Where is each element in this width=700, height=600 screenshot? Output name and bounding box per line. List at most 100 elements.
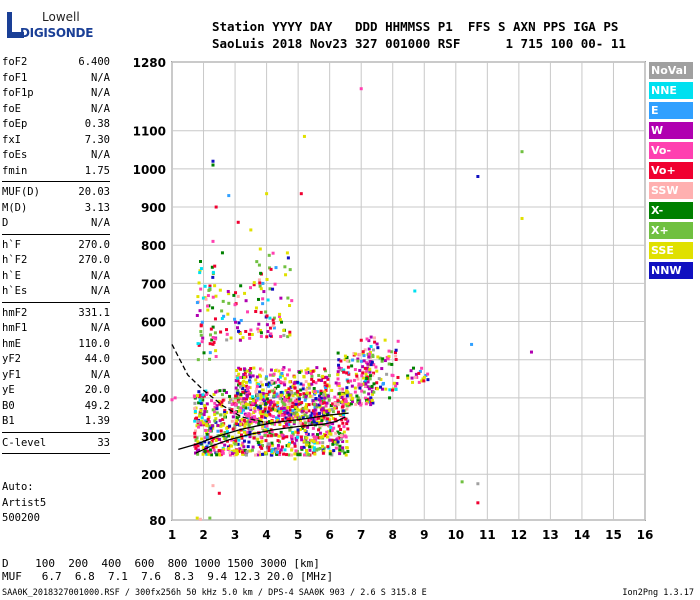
- echo-mark: [368, 385, 372, 389]
- echo-mark: [337, 384, 341, 388]
- echo-mark: [302, 374, 306, 378]
- echo-mark: [241, 428, 245, 432]
- echo-mark: [413, 375, 417, 379]
- echo-mark: [264, 402, 268, 406]
- echo-mark: [242, 384, 246, 388]
- echo-mark: [245, 393, 249, 397]
- echo-mark: [299, 435, 303, 439]
- echo-mark: [196, 342, 200, 346]
- echo-mark: [268, 373, 272, 377]
- echo-mark: [359, 338, 363, 342]
- param-value: 49.2: [84, 399, 110, 412]
- echo-mark: [264, 413, 268, 417]
- echo-mark: [294, 405, 298, 409]
- echo-mark: [274, 416, 278, 420]
- echo-mark: [327, 394, 331, 398]
- echo-mark: [263, 415, 267, 419]
- echo-mark: [236, 294, 240, 298]
- echo-mark: [258, 281, 262, 285]
- echo-mark: [257, 322, 261, 326]
- echo-mark: [248, 435, 252, 439]
- echo-mark: [297, 416, 301, 420]
- echo-mark: [283, 377, 287, 381]
- echo-mark: [213, 317, 217, 321]
- echo-mark: [261, 388, 265, 392]
- echo-mark: [243, 371, 247, 375]
- echo-mark: [259, 412, 263, 416]
- echo-mark: [246, 402, 250, 406]
- echo-mark: [296, 435, 300, 439]
- echo-mark: [379, 385, 383, 389]
- echo-mark: [310, 422, 314, 426]
- echo-mark: [295, 389, 299, 393]
- legend-item-w: W: [649, 122, 693, 139]
- echo-mark: [293, 444, 297, 448]
- echo-mark: [239, 384, 243, 388]
- echo-mark: [218, 288, 222, 292]
- echo-mark: [254, 453, 258, 457]
- echo-mark: [361, 352, 365, 356]
- echo-mark: [244, 422, 248, 426]
- echo-mark: [356, 377, 360, 381]
- echo-mark: [271, 287, 275, 291]
- echo-mark: [369, 400, 373, 404]
- echo-mark: [311, 420, 315, 424]
- echo-mark: [244, 406, 248, 410]
- echo-mark: [305, 453, 309, 457]
- echo-mark: [312, 436, 316, 440]
- echo-mark: [319, 396, 323, 400]
- echo-mark: [259, 380, 263, 384]
- echo-mark: [336, 440, 340, 444]
- echo-mark: [267, 449, 271, 453]
- echo-mark: [376, 355, 380, 359]
- echo-mark: [215, 411, 219, 415]
- echo-mark: [337, 358, 341, 362]
- param-name: D: [2, 217, 9, 229]
- echo-mark: [322, 449, 326, 453]
- echo-mark: [306, 425, 310, 429]
- echo-mark: [255, 387, 259, 391]
- echo-mark: [260, 415, 264, 419]
- echo-mark: [262, 429, 266, 433]
- echo-mark: [368, 370, 372, 374]
- echo-mark: [198, 271, 202, 275]
- echo-mark: [334, 446, 338, 450]
- echo-mark: [278, 451, 282, 455]
- echo-mark: [195, 449, 199, 453]
- echo-mark: [200, 416, 204, 420]
- echo-mark: [291, 432, 295, 436]
- echo-mark: [287, 422, 291, 426]
- echo-mark: [345, 403, 349, 407]
- echo-mark: [268, 316, 272, 320]
- echo-mark: [298, 421, 302, 425]
- echo-mark: [239, 406, 243, 410]
- echo-mark: [372, 336, 376, 340]
- echo-mark: [338, 444, 342, 448]
- x-tick-label: 10: [447, 528, 464, 542]
- echo-mark: [293, 392, 297, 396]
- echo-mark: [264, 439, 268, 443]
- lowell-digisonde-logo: Lowell DIGISONDE: [4, 6, 99, 44]
- echo-mark: [216, 429, 220, 433]
- echo-mark: [262, 290, 266, 294]
- echo-mark: [244, 299, 248, 303]
- echo-mark: [393, 351, 397, 355]
- x-tick-label: 11: [479, 528, 496, 542]
- echo-mark: [265, 323, 269, 327]
- echo-mark: [317, 378, 321, 382]
- echo-mark: [255, 393, 259, 397]
- echo-mark: [273, 408, 277, 412]
- param-row: hmF1 N/A: [2, 321, 110, 337]
- echo-mark: [205, 435, 209, 439]
- echo-mark: [265, 314, 269, 318]
- echo-mark: [287, 393, 291, 397]
- echo-mark: [387, 349, 391, 353]
- echo-mark: [200, 412, 204, 416]
- echo-mark: [242, 373, 246, 377]
- echo-mark: [282, 405, 286, 409]
- echo-mark: [285, 444, 289, 448]
- echo-mark: [210, 439, 214, 443]
- echo-mark: [195, 301, 199, 305]
- echo-mark: [218, 389, 222, 393]
- echo-mark: [321, 374, 325, 378]
